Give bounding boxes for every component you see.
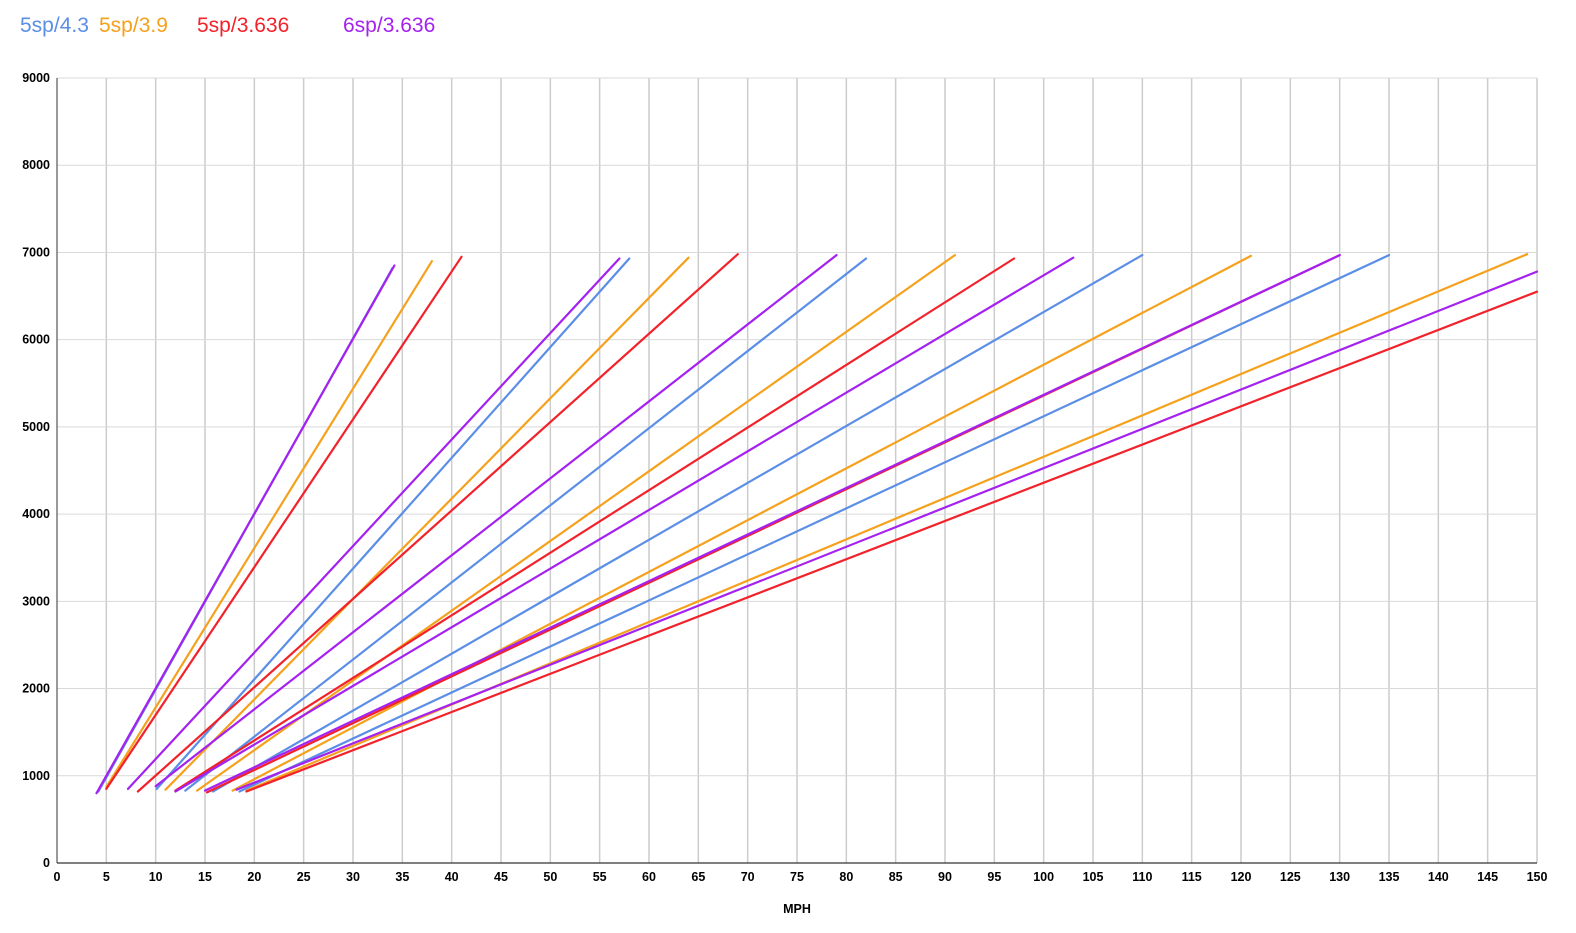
y-tick-label: 0 (43, 856, 50, 870)
series-line-6sp-3-636-gear-3 (154, 254, 838, 788)
x-tick-label: 45 (494, 870, 508, 884)
series-lines (95, 253, 1539, 795)
series-line-5sp-3-636-gear-2 (136, 253, 739, 793)
axes (56, 78, 1537, 864)
y-tick-label: 1000 (22, 769, 50, 783)
x-tick-label: 0 (54, 870, 61, 884)
x-tick-label: 40 (445, 870, 459, 884)
y-tick-label: 4000 (22, 507, 50, 521)
x-tick-label: 75 (790, 870, 804, 884)
x-tick-label: 135 (1379, 870, 1400, 884)
legend-item-6sp-3-636: 6sp/3.636 (343, 14, 436, 37)
series-line-5sp-3-9-gear-4 (231, 254, 1253, 792)
x-tick-label: 60 (642, 870, 656, 884)
legend-item-5sp-4-3: 5sp/4.3 (20, 14, 89, 37)
legend-item-5sp-3-636: 5sp/3.636 (197, 14, 290, 37)
y-tick-label: 9000 (22, 71, 50, 85)
x-tick-label: 70 (741, 870, 755, 884)
x-tick-label: 145 (1477, 870, 1498, 884)
x-tick-label: 30 (346, 870, 360, 884)
series-line-5sp-3-636-gear-1 (105, 255, 463, 791)
y-tick-label: 3000 (22, 594, 50, 608)
series-line-6sp-3-636-gear-2 (126, 257, 621, 791)
x-tick-label: 15 (198, 870, 212, 884)
x-tick-label: 20 (247, 870, 261, 884)
series-line-6sp-3-636-gear-4 (174, 256, 1075, 793)
x-tick-label: 110 (1132, 870, 1152, 884)
x-tick-label: 80 (839, 870, 853, 884)
x-tick-label: 25 (297, 870, 311, 884)
x-tick-label: 100 (1033, 870, 1054, 884)
x-tick-label: 50 (543, 870, 557, 884)
x-tick-labels: 0 5 10 15 20 25 30 35 40 45 50 55 60 65 70 75 80 85 90 95 10… (54, 870, 1548, 884)
series-line-5sp-3-636-gear-3 (174, 257, 1016, 792)
series-line-5sp-4-3-gear-3 (184, 257, 868, 792)
series-line-5sp-3-9-gear-3 (196, 254, 957, 792)
y-tick-label: 2000 (22, 682, 50, 696)
y-tick-label: 5000 (22, 420, 50, 434)
x-tick-label: 140 (1428, 870, 1449, 884)
x-tick-label: 115 (1182, 870, 1202, 884)
x-axis-title: MPH (783, 902, 811, 916)
series-line-6sp-3-636-gear-6 (235, 270, 1539, 791)
y-tick-label: 6000 (22, 333, 50, 347)
x-tick-label: 90 (938, 870, 952, 884)
y-tick-labels: 0 1000 2000 3000 4000 5000 6000 7000 8000 9000 (22, 71, 50, 870)
series-line-5sp-3-9-gear-1 (105, 260, 433, 789)
x-tick-label: 5 (103, 870, 110, 884)
x-tick-label: 125 (1280, 870, 1301, 884)
y-tick-label: 7000 (22, 245, 50, 259)
series-line-5sp-4-3-gear-2 (155, 257, 631, 791)
x-tick-label: 150 (1527, 870, 1548, 884)
series-line-6sp-3-636-gear-5 (203, 254, 1341, 792)
series-line-6sp-3-636-gear-1 (95, 264, 396, 795)
series-line-5sp-4-3-gear-5 (238, 254, 1391, 793)
series-line-5sp-4-3-gear-4 (211, 254, 1144, 793)
x-tick-label: 35 (395, 870, 409, 884)
x-tick-label: 55 (593, 870, 607, 884)
x-tick-label: 130 (1329, 870, 1350, 884)
series-line-5sp-3-9-gear-2 (164, 256, 690, 791)
x-tick-label: 85 (889, 870, 903, 884)
x-tick-label: 120 (1231, 870, 1252, 884)
x-tick-label: 65 (691, 870, 705, 884)
y-tick-label: 8000 (22, 158, 50, 172)
x-tick-label: 10 (149, 870, 163, 884)
series-line-5sp-3-636-gear-5 (245, 290, 1539, 793)
x-tick-label: 95 (987, 870, 1001, 884)
legend-item-5sp-3-9: 5sp/3.9 (99, 14, 168, 37)
x-tick-label: 105 (1083, 870, 1104, 884)
